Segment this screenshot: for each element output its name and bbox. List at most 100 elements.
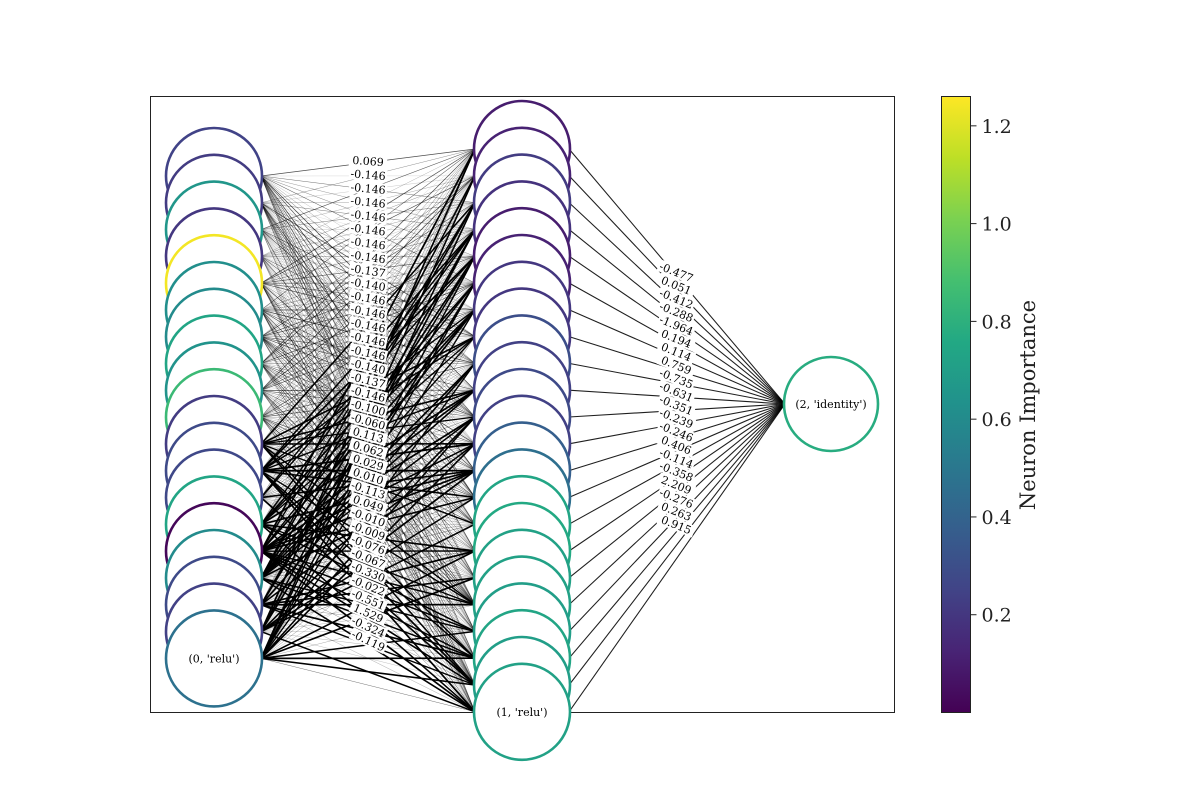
edge-weight-label-layer0: -0.146: [350, 181, 386, 197]
edge-weight-label-layer1-background: [656, 445, 697, 471]
edge-weight-label-layer0-background: [348, 153, 388, 169]
colorbar-label: Neuron Importance: [1016, 300, 1040, 510]
edge-weight-label-layer0-background: [348, 221, 388, 238]
edge-weight-label-layer0-background: [348, 627, 389, 655]
edge-weight-label-layer0-group: -0.146: [348, 288, 388, 308]
edge-weight-label-layer1-background: [656, 325, 697, 352]
edge-weight-label-layer0-background: [348, 356, 389, 377]
edge-weight-label-layer0-group: -0.140: [348, 275, 388, 294]
edge-weight-label-layer0-background: [348, 261, 388, 280]
edge-weight-label-layer0-group: -0.146: [348, 248, 388, 266]
edge-weight-label-layer0-background: [348, 180, 388, 197]
edge-weight-label-layer1-background: [656, 379, 697, 405]
edge: [260, 390, 476, 659]
neuron-label: (2, 'identity'): [795, 398, 866, 411]
edge-weight-label-layer0-background: [348, 464, 389, 488]
edge-weight-label-layer0-background: [348, 275, 388, 294]
colorbar-tick-label: 0.6: [982, 409, 1012, 431]
edge-weight-label-layer0-background: [348, 505, 389, 530]
edge-weight-label-layer1-background: [656, 259, 697, 285]
edge: [568, 403, 786, 686]
edge-weight-label-layer1-background: [656, 299, 697, 325]
edge-weight-label-layer1-background: [656, 485, 697, 511]
edge-weight-label-layer0-background: [348, 518, 389, 544]
neuron-node: (2, 'identity'): [782, 355, 880, 453]
edge-weight-label-layer0: -0.146: [350, 167, 386, 183]
edge-weight-label-layer0-background: [348, 207, 388, 224]
edge-weight-label-layer1-background: [656, 418, 697, 445]
neuron-label: (1, 'relu'): [497, 706, 548, 719]
edge-weight-label-layer1-background: [656, 339, 697, 365]
edge-weight-label-layer0-background: [348, 342, 389, 363]
edge-weight-label-layer0-background: [348, 478, 389, 502]
edge-weight-label-layer0-background: [348, 315, 388, 335]
edge-weight-label-layer0-background: [348, 424, 389, 447]
neuron-node: (0, 'relu'): [164, 609, 264, 708]
edge: [260, 416, 476, 659]
edge-weight-label-layer0-background: [348, 451, 389, 474]
edge-weight-label-layer0-group: -0.146: [348, 194, 388, 211]
edge-weight-label-layer0-group: -0.137: [348, 261, 388, 280]
edge-weight-label-layer1-background: [656, 472, 697, 498]
edge-weight-label-layer0: 0.069: [352, 154, 384, 169]
edge-weight-label-layer0-group: -0.146: [348, 167, 388, 183]
edge-weight-label-layer0-background: [348, 613, 389, 641]
edge: [260, 657, 476, 686]
colorbar-tick-label: 1.0: [982, 214, 1012, 236]
edge-weight-label-layer0: -0.146: [350, 303, 387, 322]
edge-weight-label-layer1-background: [656, 512, 697, 538]
edge-weight-label-layer0-background: [348, 532, 389, 558]
colorbar-ticks: 0.2 0.4 0.6 0.8 1.0 1.2: [970, 116, 1012, 627]
edge-weight-label-layer0-background: [348, 572, 389, 599]
edge: [568, 403, 786, 713]
neuron-circle: [782, 355, 880, 453]
edge-weight-label-layer0-group: -0.146: [348, 234, 388, 252]
edge-weight-label-layer0-group: -0.146: [348, 180, 388, 197]
edge-weight-label-layer0-background: [348, 288, 388, 308]
edge-weight-label-layer1-background: [656, 458, 697, 485]
edge-weight-label-layer0-background: [348, 369, 389, 391]
edge-weight-label-layer0: -0.146: [350, 289, 387, 308]
neuron-node: (1, 'relu'): [472, 662, 572, 762]
edge-weight-label-layer0-background: [348, 586, 389, 613]
edge-weight-label-layer1-background: [656, 285, 697, 312]
edge-weight-label-layer1-background: [656, 312, 697, 338]
edge-weight-label-layer0-group: 0.069: [348, 153, 388, 169]
edge: [260, 443, 476, 659]
edge: [260, 658, 476, 713]
edge-weight-label-layer1-background: [656, 352, 697, 378]
edge-weight-label-layer0-background: [348, 545, 389, 571]
edge-weight-label-layer0-background: [348, 194, 388, 210]
edge-weight-label-layer0: -0.146: [350, 221, 387, 238]
edge-weight-label-layer0: -0.140: [350, 276, 387, 295]
plot-area: 0.069-0.146-0.146-0.146-0.146-0.146-0.14…: [150, 96, 895, 762]
edge-weight-label-layer0: -0.137: [350, 262, 387, 280]
edge-weight-label-layer0-background: [348, 396, 389, 419]
edge-weight-label-layer0: -0.146: [350, 208, 386, 225]
edge-weight-label-layer0-background: [348, 234, 388, 252]
edge-weight-label-layer1-background: [656, 392, 697, 418]
edge-weight-label-layer0-group: -0.146: [348, 302, 388, 322]
edge-weight-label-layer0-background: [348, 600, 389, 627]
edge-weight-label-layer1-background: [656, 498, 697, 525]
colorbar: 0.2 0.4 0.6 0.8 1.0 1.2 Neuron Importance: [941, 96, 1040, 713]
edge-weight-label-layer0-background: [348, 491, 389, 516]
edge-weight-label-layer0-group: -0.146: [348, 221, 388, 239]
edge-weight-label-layer1-background: [656, 272, 697, 299]
edge-weight-label-layer0-group: -0.146: [348, 207, 388, 225]
edge-weight-label-layer1-background: [656, 365, 697, 392]
colorbar-tick-label: 1.2: [982, 116, 1012, 138]
edge-label-layer: 0.069-0.146-0.146-0.146-0.146-0.146-0.14…: [348, 153, 697, 655]
edge-weight-label-layer1-background: [656, 405, 697, 432]
colorbar-tick-label: 0.8: [982, 311, 1012, 333]
edge-weight-label-layer0-background: [348, 559, 389, 585]
colorbar-tick-label: 0.4: [982, 507, 1012, 529]
edge-weight-label-layer0-background: [348, 437, 389, 460]
edge-weight-label-layer0-background: [348, 167, 388, 183]
neuron-circle: [472, 662, 572, 762]
node-layer: (0, 'relu')(0, 'relu')(0, 'relu')(0, 're…: [164, 99, 880, 762]
edge-weight-label-layer0: -0.146: [350, 248, 387, 266]
edge-weight-label-layer0-background: [348, 383, 389, 405]
edge-weight-label-layer0-background: [348, 248, 388, 266]
